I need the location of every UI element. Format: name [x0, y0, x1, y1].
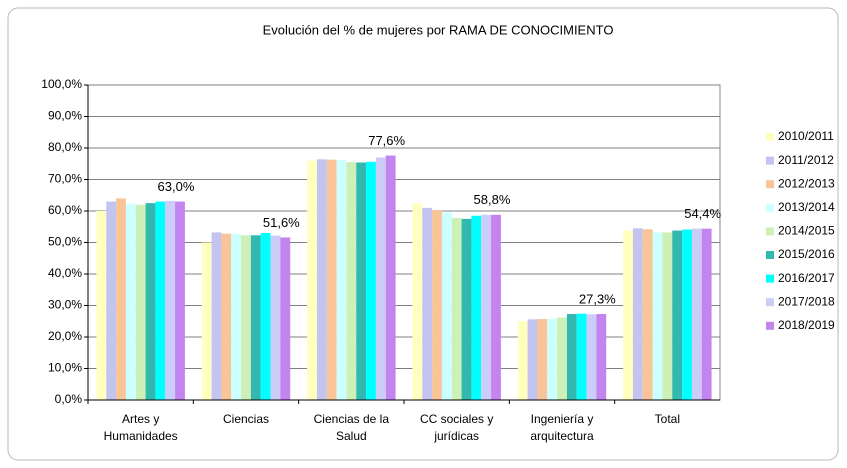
bar — [316, 159, 327, 400]
x-tick-label: Ciencias — [222, 412, 270, 426]
bar — [682, 229, 692, 400]
legend-swatch — [766, 156, 774, 165]
bar — [691, 228, 702, 400]
legend-label: 2016/2017 — [778, 271, 835, 285]
x-tick-label: CC sociales y jurídicas — [419, 412, 494, 443]
bar — [481, 214, 492, 400]
legend-swatch — [766, 274, 774, 283]
bar — [175, 201, 185, 400]
bar — [547, 318, 558, 400]
bar — [96, 211, 107, 400]
bar — [576, 313, 587, 400]
legend-label: 2018/2019 — [778, 318, 835, 332]
bar — [346, 162, 357, 400]
x-tick-label: Artes y Humanidades — [103, 412, 178, 443]
bar — [270, 235, 281, 400]
y-tick-label: 90,0% — [48, 109, 82, 123]
bar — [231, 233, 242, 400]
bar — [211, 232, 222, 400]
legend-label: 2015/2016 — [778, 247, 835, 261]
bar — [165, 200, 176, 400]
bar — [307, 160, 317, 400]
bar — [586, 314, 597, 400]
bar — [471, 215, 482, 400]
bar — [662, 232, 673, 400]
bar — [642, 229, 653, 400]
data-label: 63,0% — [158, 179, 195, 194]
data-label: 77,6% — [368, 133, 405, 148]
bar — [145, 203, 156, 400]
bar — [241, 235, 251, 400]
bar — [326, 159, 337, 400]
bar — [537, 319, 548, 400]
legend-label: 2014/2015 — [778, 224, 835, 238]
bar — [356, 162, 367, 400]
bar — [491, 214, 501, 400]
bar — [280, 237, 291, 400]
legend-label: 2011/2012 — [778, 153, 834, 167]
chart-title: Evolución del % de mujeres por RAMA DE C… — [263, 22, 614, 37]
y-tick-label: 20,0% — [48, 329, 82, 343]
data-label: 54,4% — [684, 206, 721, 221]
bar — [527, 319, 538, 400]
bar — [106, 201, 117, 400]
legend-swatch — [766, 180, 774, 189]
legend-label: 2012/2013 — [778, 176, 835, 190]
y-tick-label: 10,0% — [48, 361, 82, 375]
bar — [441, 212, 452, 400]
bar — [221, 233, 232, 400]
bar — [116, 198, 126, 400]
legend-swatch — [766, 133, 774, 141]
bar — [135, 204, 146, 400]
data-label: 51,6% — [263, 215, 300, 230]
bar — [451, 217, 462, 400]
bar — [155, 201, 166, 400]
bar — [260, 233, 271, 400]
data-label: 27,3% — [579, 291, 616, 306]
bar — [432, 210, 442, 400]
legend-swatch — [766, 321, 774, 330]
bar — [366, 161, 376, 400]
legend-swatch — [766, 227, 774, 236]
y-tick-label: 0,0% — [55, 392, 83, 406]
bar — [632, 228, 643, 400]
legend-label: 2013/2014 — [778, 200, 835, 214]
bar — [461, 218, 472, 400]
bar — [652, 232, 663, 400]
data-label: 58,8% — [474, 192, 511, 207]
bar — [422, 207, 433, 400]
y-tick-label: 50,0% — [48, 235, 82, 249]
y-tick-label: 70,0% — [48, 172, 82, 186]
bar — [250, 235, 261, 400]
x-tick-label: Ciencias de la Salud — [313, 412, 390, 443]
bar — [557, 317, 567, 400]
bar — [125, 203, 136, 400]
bar — [623, 230, 633, 400]
bar — [412, 203, 423, 400]
y-tick-label: 60,0% — [48, 203, 82, 217]
x-tick-label: Ingeniería y arquitectura — [530, 412, 594, 443]
x-tick-label: Total — [654, 412, 680, 426]
bar — [201, 242, 212, 400]
bar — [517, 321, 528, 400]
legend-swatch — [766, 251, 774, 259]
legend-label: 2010/2011 — [778, 129, 834, 143]
bar — [672, 230, 683, 400]
bar — [701, 228, 712, 400]
bar — [375, 157, 386, 400]
y-tick-label: 100,0% — [41, 77, 82, 91]
bar — [385, 155, 396, 400]
y-tick-label: 30,0% — [48, 298, 82, 312]
y-tick-label: 80,0% — [48, 140, 82, 154]
legend-swatch — [766, 203, 774, 212]
legend-swatch — [766, 298, 774, 307]
bar — [596, 314, 607, 400]
legend-label: 2017/2018 — [778, 294, 835, 308]
bar — [336, 159, 347, 400]
y-tick-label: 40,0% — [48, 266, 82, 280]
bar — [566, 314, 577, 400]
